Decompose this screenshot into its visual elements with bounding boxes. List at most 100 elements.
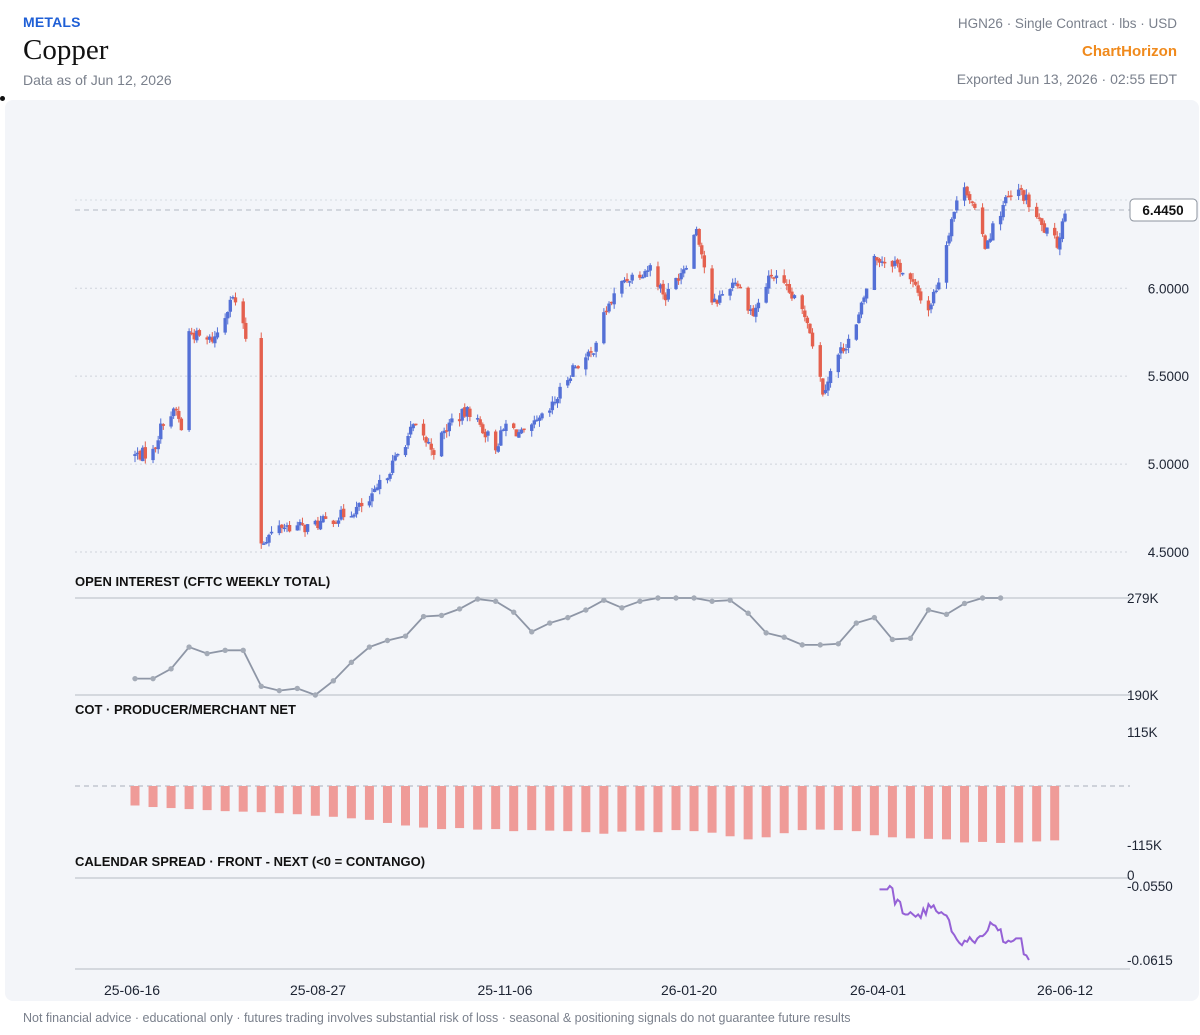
candle-body: [161, 424, 166, 426]
candle-body: [919, 291, 923, 301]
candle-body: [622, 280, 627, 283]
cursor-dot: [0, 96, 5, 101]
oi-title: OPEN INTEREST (CFTC WEEKLY TOTAL): [75, 574, 330, 589]
candle-body: [692, 234, 696, 269]
candle-body: [223, 318, 227, 333]
cot-title: COT · PRODUCER/MERCHANT NET: [75, 702, 296, 717]
candle-body: [573, 366, 578, 369]
cot-bar: [689, 786, 699, 832]
oi-point: [871, 614, 878, 621]
candle-body: [679, 273, 683, 280]
cot-bar: [797, 786, 807, 831]
cot-bar: [833, 786, 843, 831]
candle-body: [901, 272, 905, 275]
candle-body: [767, 275, 771, 289]
candle-body: [630, 274, 634, 281]
candle-body: [226, 312, 230, 319]
candle-body: [228, 299, 233, 312]
oi-point: [330, 678, 337, 684]
candle-body: [808, 323, 812, 334]
oi-point: [276, 687, 282, 694]
candle-body: [519, 429, 524, 434]
candle-body: [269, 531, 274, 534]
candle-body: [697, 229, 701, 245]
candle-body: [197, 330, 202, 336]
candle-body: [1063, 213, 1067, 222]
data-as-of: Data as of Jun 12, 2026: [23, 72, 172, 88]
candle-body: [403, 447, 408, 456]
candle-body: [159, 423, 163, 440]
oi-point: [889, 636, 896, 643]
candle-body: [720, 294, 725, 296]
candle-body: [360, 502, 364, 507]
candle-body: [406, 436, 410, 446]
candle-body: [264, 541, 269, 544]
category-label[interactable]: METALS: [23, 14, 81, 30]
candle-body: [277, 525, 281, 534]
candle-body: [171, 408, 176, 417]
oi-point: [907, 635, 914, 642]
candle-body: [841, 347, 846, 352]
chart-panel[interactable]: 4.5000 5.0000 5.5000 6.0000 6.4450 OPEN INTER…: [5, 100, 1199, 1001]
oi-point: [799, 642, 805, 648]
candle-body: [862, 297, 866, 302]
oi-point: [655, 595, 661, 601]
cot-bar: [779, 786, 789, 834]
candle-body: [965, 186, 969, 196]
cot-bar: [148, 786, 158, 808]
candle-body: [754, 307, 758, 317]
candle-body: [463, 407, 467, 417]
x-axis-label: 26-06-12: [1037, 982, 1093, 998]
candle-body: [465, 407, 470, 417]
candle-body: [792, 295, 797, 299]
candle-body: [875, 257, 879, 261]
candle-body: [411, 424, 415, 429]
cot-bar: [437, 786, 447, 830]
oi-point: [691, 595, 697, 601]
candle-body: [313, 520, 318, 525]
candle-body: [141, 447, 145, 462]
candle-body: [911, 279, 915, 282]
disclaimer: Not financial advice · educational only …: [23, 1011, 851, 1025]
candle-body: [388, 473, 392, 479]
candle-body: [548, 410, 552, 413]
candle-body: [947, 235, 951, 244]
x-axis-label: 26-01-20: [661, 982, 717, 998]
candle-body: [241, 301, 245, 324]
candle-body: [586, 351, 591, 357]
contract-info: HGN26 · Single Contract · lbs · USD: [957, 16, 1177, 31]
candle-body: [648, 265, 652, 271]
oi-point: [168, 666, 174, 672]
oi-point: [150, 675, 156, 682]
candle-body: [349, 516, 354, 518]
candle-body: [749, 309, 753, 311]
export-timestamp: Exported Jun 13, 2026 · 02:55 EDT: [956, 71, 1177, 87]
candle-body: [625, 278, 629, 282]
oi-point: [384, 637, 391, 644]
candle-body: [1040, 218, 1044, 226]
candle-body: [153, 447, 158, 449]
oi-point: [240, 647, 246, 654]
candle-body: [890, 260, 895, 267]
oi-point: [420, 613, 427, 620]
oi-point: [925, 607, 932, 613]
chart-canvas[interactable]: 4.5000 5.0000 5.5000 6.0000 6.4450 OPEN INTER…: [5, 100, 1199, 1001]
candle-body: [408, 426, 413, 435]
cot-bar: [815, 786, 825, 830]
candle-body: [658, 284, 663, 289]
oi-axis-label: 190K: [1127, 688, 1159, 703]
candle-body: [478, 419, 482, 425]
oi-point: [456, 606, 463, 612]
brand-logo[interactable]: ChartHorizon: [1082, 43, 1177, 60]
candle-body: [457, 419, 462, 422]
oi-point: [817, 642, 823, 648]
cot-axis-label: -115K: [1127, 838, 1162, 853]
candle-body: [1022, 190, 1026, 201]
cot-bar: [869, 786, 879, 836]
oi-point: [186, 644, 192, 650]
spread-axis-label: -0.0550: [1127, 879, 1173, 894]
candle-body: [931, 291, 936, 304]
candle-body: [895, 259, 900, 264]
candle-body: [208, 336, 212, 340]
candle-body: [231, 296, 235, 299]
